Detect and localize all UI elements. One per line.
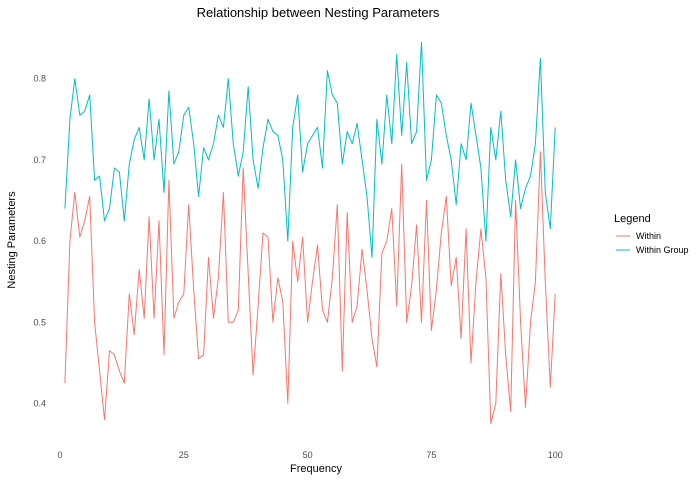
y-axis-ticks: 0.4 0.5 0.6 0.7 0.8 bbox=[33, 74, 46, 409]
legend-items: Within Within Group bbox=[616, 231, 689, 255]
x-axis-title: Frequency bbox=[290, 463, 342, 475]
y-tick-label: 0.7 bbox=[33, 155, 46, 165]
chart-title: Relationship between Nesting Parameters bbox=[197, 5, 440, 20]
x-tick-label: 50 bbox=[303, 450, 313, 460]
series-line-1 bbox=[64, 41, 556, 258]
legend: Legend Within Within Group bbox=[614, 213, 689, 255]
x-axis-ticks: 0 25 50 75 100 bbox=[57, 450, 562, 460]
x-tick-label: 75 bbox=[426, 450, 436, 460]
y-tick-label: 0.4 bbox=[33, 398, 46, 408]
y-tick-label: 0.6 bbox=[33, 236, 46, 246]
y-tick-label: 0.8 bbox=[33, 74, 46, 84]
legend-label: Within bbox=[636, 231, 661, 241]
legend-title: Legend bbox=[614, 213, 651, 225]
y-axis-title: Nesting Parameters bbox=[6, 191, 18, 289]
x-tick-label: 0 bbox=[57, 450, 62, 460]
series-lines bbox=[64, 41, 556, 425]
y-tick-label: 0.5 bbox=[33, 317, 46, 327]
x-tick-label: 25 bbox=[179, 450, 189, 460]
x-tick-label: 100 bbox=[548, 450, 563, 460]
legend-label: Within Group bbox=[636, 245, 689, 255]
series-line-0 bbox=[64, 151, 556, 425]
